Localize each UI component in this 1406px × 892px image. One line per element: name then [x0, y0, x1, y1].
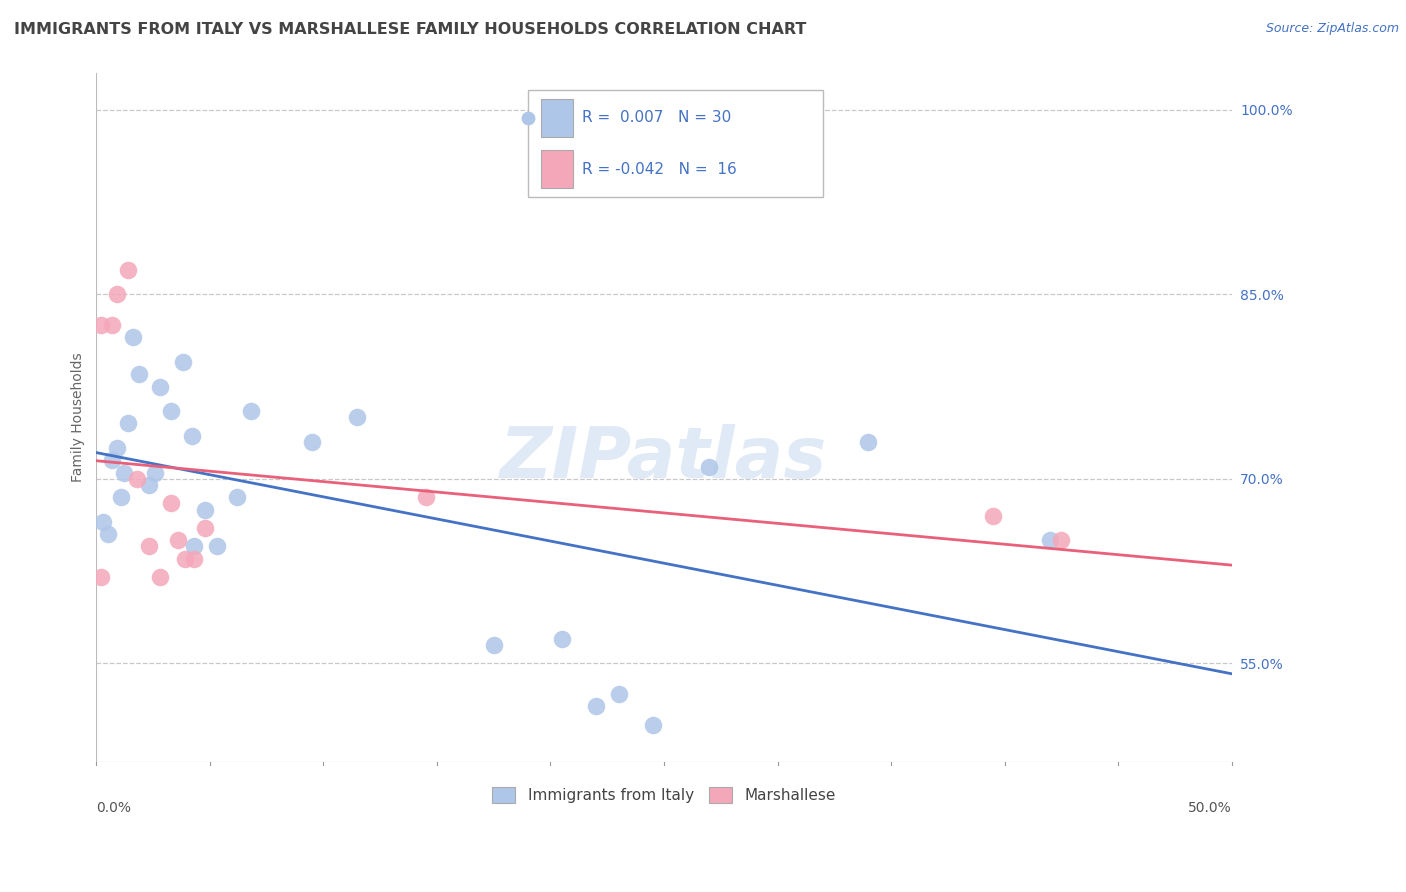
Point — [97, 527, 120, 541]
Point — [117, 417, 139, 431]
Point — [1039, 533, 1062, 548]
Point — [482, 638, 505, 652]
Point — [101, 453, 124, 467]
FancyBboxPatch shape — [541, 99, 574, 136]
Point — [117, 262, 139, 277]
Point — [91, 515, 114, 529]
Point — [160, 496, 183, 510]
Legend: Immigrants from Italy, Marshallese: Immigrants from Italy, Marshallese — [486, 780, 842, 809]
Point — [172, 355, 194, 369]
Point — [1050, 533, 1073, 548]
Point — [121, 330, 143, 344]
FancyBboxPatch shape — [541, 151, 574, 188]
Point — [607, 687, 630, 701]
Point — [110, 490, 132, 504]
Point — [858, 434, 880, 449]
Point — [138, 478, 160, 492]
Point — [516, 111, 538, 125]
Y-axis label: Family Households: Family Households — [72, 352, 86, 483]
Point — [127, 472, 149, 486]
Point — [981, 508, 1004, 523]
Point — [112, 466, 135, 480]
Point — [183, 540, 205, 554]
Text: R =  0.007   N = 30: R = 0.007 N = 30 — [582, 111, 731, 125]
Point — [346, 410, 368, 425]
Point — [149, 379, 172, 393]
Point — [551, 632, 574, 646]
Text: ZIPatlas: ZIPatlas — [501, 425, 828, 493]
Point — [194, 502, 217, 516]
Point — [183, 551, 205, 566]
Point — [90, 318, 112, 332]
Point — [174, 551, 197, 566]
Text: IMMIGRANTS FROM ITALY VS MARSHALLESE FAMILY HOUSEHOLDS CORRELATION CHART: IMMIGRANTS FROM ITALY VS MARSHALLESE FAM… — [14, 22, 807, 37]
Point — [226, 490, 249, 504]
Point — [301, 434, 323, 449]
Text: R = -0.042   N =  16: R = -0.042 N = 16 — [582, 161, 737, 177]
Point — [160, 404, 183, 418]
Point — [585, 699, 607, 714]
Point — [105, 287, 128, 301]
Point — [415, 490, 437, 504]
Point — [167, 533, 190, 548]
Text: Source: ZipAtlas.com: Source: ZipAtlas.com — [1265, 22, 1399, 36]
Point — [699, 459, 721, 474]
Point — [128, 368, 150, 382]
Point — [90, 570, 112, 584]
Point — [194, 521, 217, 535]
Text: 50.0%: 50.0% — [1188, 800, 1232, 814]
Point — [138, 540, 160, 554]
Point — [149, 570, 172, 584]
Point — [145, 466, 167, 480]
FancyBboxPatch shape — [527, 90, 823, 197]
Text: 0.0%: 0.0% — [97, 800, 131, 814]
Point — [105, 441, 128, 455]
Point — [205, 540, 228, 554]
Point — [239, 404, 262, 418]
Point — [101, 318, 124, 332]
Point — [641, 718, 664, 732]
Point — [180, 429, 202, 443]
